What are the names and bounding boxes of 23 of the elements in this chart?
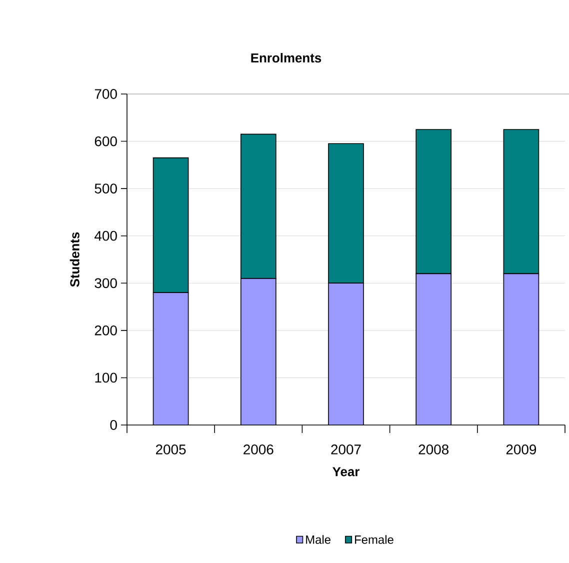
- chart-title: Enrolments: [251, 52, 322, 62]
- bar: [328, 283, 364, 425]
- y-axis-title: Students: [70, 232, 80, 287]
- bar: [240, 278, 276, 425]
- y-tick-label: 700: [94, 89, 117, 99]
- x-tick-label: 2008: [418, 444, 449, 454]
- y-tick-label: 500: [94, 184, 117, 194]
- x-axis-title: Year: [332, 467, 360, 476]
- legend-label: Male: [306, 535, 330, 544]
- y-tick-label: 600: [94, 136, 117, 146]
- x-tick-label: 2006: [244, 444, 274, 454]
- x-tick-label: 2007: [331, 444, 361, 454]
- x-tick-label: 2009: [506, 444, 536, 454]
- y-tick-label: 400: [94, 230, 117, 241]
- bar: [153, 292, 188, 425]
- y-tick-label: 100: [95, 372, 117, 383]
- y-tick-label: 200: [94, 325, 117, 336]
- y-tick-label: 300: [94, 278, 117, 288]
- legend-label: Female: [355, 535, 394, 544]
- bar: [503, 273, 540, 425]
- y-tick-label: 0: [110, 420, 117, 430]
- bar: [416, 274, 452, 425]
- x-tick-label: 2005: [156, 444, 186, 454]
